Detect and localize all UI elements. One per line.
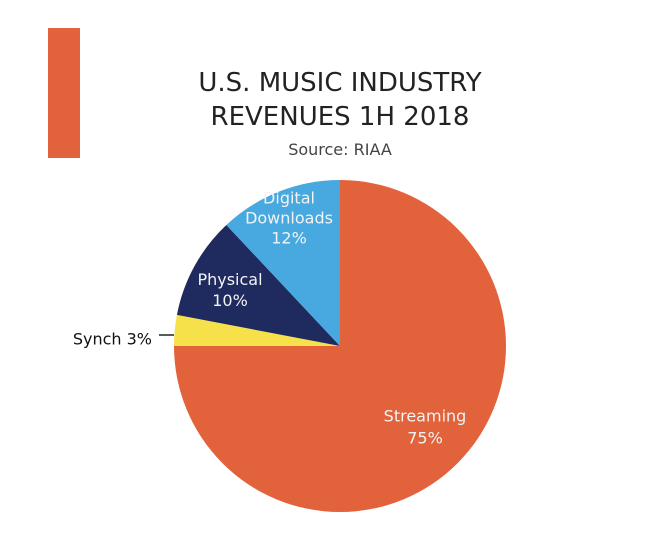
slice-label-streaming-line1: Streaming: [384, 407, 467, 426]
chart-title-line2: REVENUES 1H 2018: [210, 102, 470, 132]
chart-source: Source: RIAA: [288, 140, 392, 159]
pie-slice-digital-downloads: [226, 180, 340, 346]
chart-title-line1: U.S. MUSIC INDUSTRY: [198, 68, 482, 98]
slice-label-physical-line1: Physical: [197, 270, 262, 289]
slice-label-physical-line2: 10%: [212, 291, 248, 310]
slice-label-digital-downloads-line1: Digital: [263, 189, 315, 208]
pie-slice-synch: [174, 314, 340, 346]
slice-label-streaming-line2: 75%: [407, 429, 443, 448]
slice-label-digital-downloads-line2: Downloads: [245, 209, 333, 228]
slice-label-digital-downloads-line3: 12%: [271, 229, 307, 248]
slice-label-synch-line1: Synch 3%: [73, 330, 152, 349]
pie-slice-physical: [176, 224, 340, 346]
figure-badge: FIGURE 1: [48, 28, 107, 158]
